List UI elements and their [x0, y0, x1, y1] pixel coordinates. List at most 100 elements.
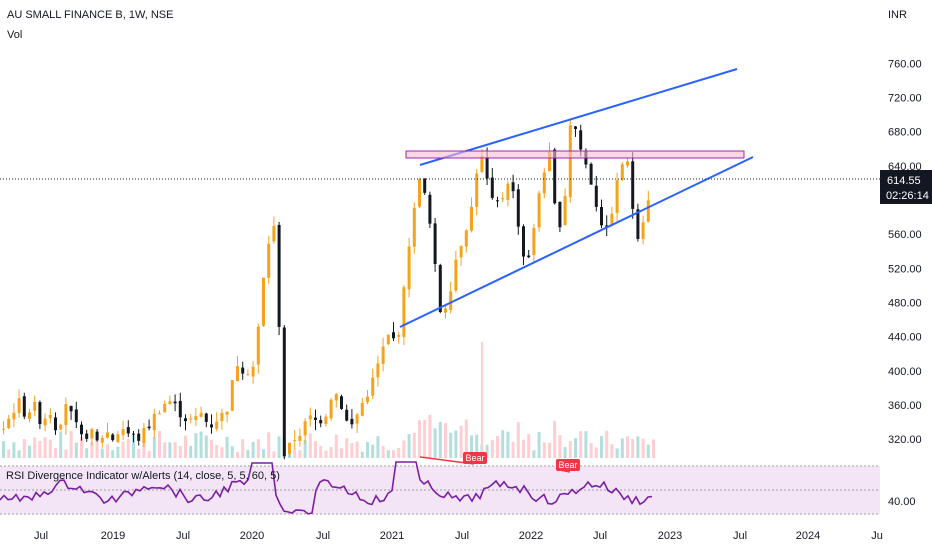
- candle-body: [626, 161, 629, 166]
- candle-body: [12, 412, 16, 420]
- volume-bar: [147, 450, 151, 458]
- candle-body: [95, 431, 99, 441]
- volume-bar: [626, 436, 629, 458]
- volume-bar: [620, 438, 624, 458]
- x-tick-label: Jul: [34, 530, 48, 542]
- x-tick-label: Jul: [733, 530, 747, 542]
- volume-bar: [407, 433, 411, 458]
- volume-bar: [428, 414, 432, 458]
- y-tick-label: 520.00: [888, 263, 922, 275]
- volume-bar: [470, 435, 473, 458]
- volume-bar: [355, 441, 359, 458]
- candle-body: [48, 414, 52, 419]
- candle-body: [178, 400, 182, 418]
- candle-body: [272, 225, 276, 242]
- volume-bar: [522, 439, 525, 458]
- candle-body: [516, 189, 520, 227]
- volume-bar: [256, 439, 260, 458]
- candle-body: [574, 126, 577, 130]
- resistance-zone[interactable]: [405, 150, 745, 159]
- candle-body: [355, 414, 359, 424]
- volume-bar: [246, 450, 250, 458]
- volume-bar: [189, 446, 193, 458]
- volume-bar: [111, 450, 115, 458]
- candle-body: [548, 152, 551, 172]
- volume-bar: [142, 442, 146, 458]
- candle-body: [173, 401, 177, 404]
- volume-bar: [558, 435, 562, 458]
- volume-bar: [132, 435, 135, 458]
- bear-signal-badge[interactable]: [556, 459, 580, 471]
- rsi-line: [0, 461, 653, 515]
- volume-bar: [568, 441, 572, 458]
- candle-body: [636, 209, 640, 239]
- volume-bar: [95, 439, 99, 458]
- candle-body: [579, 130, 583, 150]
- candle-body: [282, 327, 286, 457]
- candle-body: [511, 182, 515, 192]
- volume-bar: [548, 442, 551, 458]
- candle-body: [350, 418, 354, 425]
- candle-body: [106, 432, 109, 438]
- volume-bar: [298, 450, 302, 458]
- volume-bar: [54, 448, 57, 458]
- candle-body: [90, 429, 94, 439]
- candle-body: [334, 394, 338, 401]
- volume-bar: [475, 434, 479, 458]
- volume-bar: [537, 432, 541, 458]
- volume-bar: [106, 444, 109, 458]
- volume-bar: [449, 432, 453, 458]
- y-tick-label: 480.00: [888, 298, 922, 310]
- candle-body: [137, 433, 141, 441]
- x-tick-label: Ju: [871, 530, 883, 542]
- lower-trendline[interactable]: [399, 156, 754, 328]
- volume-bar: [267, 432, 271, 458]
- volume-bar: [542, 442, 546, 458]
- bar-countdown: 02:26:14: [886, 190, 929, 202]
- candle-body: [418, 179, 421, 207]
- candle-body: [433, 223, 437, 265]
- volume-bar: [340, 448, 343, 458]
- candle-body: [168, 401, 172, 405]
- volume-bar: [230, 446, 234, 458]
- volume-bar: [199, 431, 203, 458]
- volume-bar: [605, 430, 609, 458]
- volume-bar: [376, 436, 380, 458]
- candle-body: [610, 213, 614, 226]
- upper-trendline[interactable]: [419, 68, 738, 166]
- candle-body: [74, 409, 78, 423]
- bear-signal-badge[interactable]: [463, 452, 487, 464]
- volume-bar: [173, 442, 177, 458]
- candle-body: [17, 398, 21, 414]
- candle-body: [568, 125, 572, 198]
- volume-bar: [527, 433, 531, 458]
- candle-body: [615, 180, 619, 213]
- candle-body: [126, 427, 130, 434]
- rsi-indicator-label[interactable]: RSI Divergence Indicator w/Alerts (14, c…: [6, 470, 280, 482]
- candle-body: [262, 277, 265, 326]
- candle-body: [392, 332, 395, 339]
- y-tick-label: 760.00: [888, 58, 922, 70]
- current-price-badge: [880, 170, 932, 204]
- candle-body: [256, 326, 260, 365]
- y-tick-label: 560.00: [888, 229, 922, 241]
- candle-body: [485, 157, 489, 179]
- volume-bar: [600, 436, 603, 458]
- candle-body: [204, 413, 208, 422]
- volume-bar: [464, 419, 468, 458]
- candle-body: [163, 403, 167, 413]
- candle-body: [158, 413, 161, 415]
- volume-bar: [392, 450, 395, 458]
- candle-body: [527, 255, 531, 258]
- volume-bar: [511, 441, 515, 458]
- volume-bar: [594, 447, 598, 458]
- volume-bar: [553, 420, 557, 458]
- candle-body: [594, 185, 598, 207]
- volume-bar: [334, 434, 338, 458]
- candle-body: [600, 207, 603, 226]
- candle-body: [189, 418, 193, 420]
- volume-bar: [345, 438, 349, 458]
- candle-body: [33, 401, 37, 411]
- y-tick-label: 360.00: [888, 400, 922, 412]
